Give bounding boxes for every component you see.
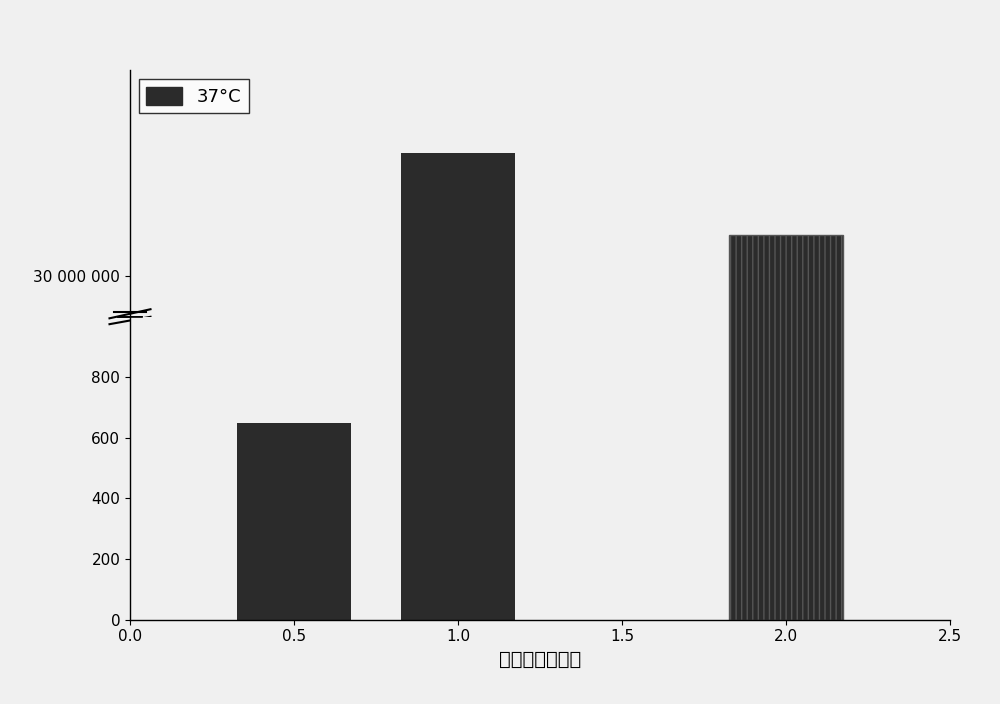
Bar bbox=[729, 234, 843, 704]
Bar bbox=[237, 422, 351, 620]
Bar bbox=[729, 0, 843, 620]
Legend: 37°C: 37°C bbox=[139, 80, 249, 113]
X-axis label: 培养时间（天）: 培养时间（天） bbox=[499, 650, 581, 669]
Bar bbox=[401, 153, 515, 704]
Bar bbox=[401, 0, 515, 620]
